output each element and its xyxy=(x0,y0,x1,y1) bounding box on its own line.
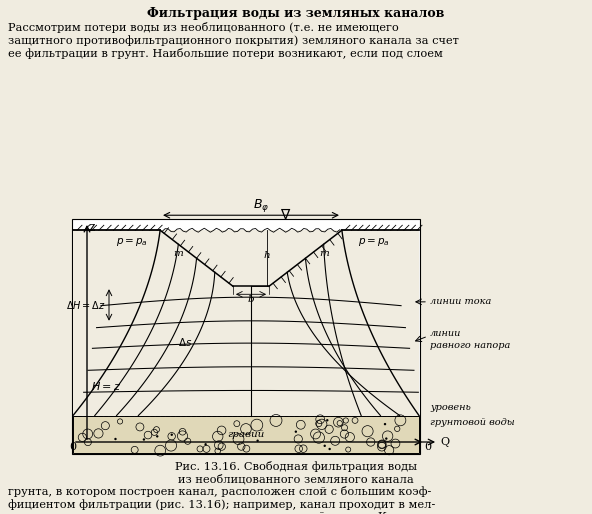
Text: m: m xyxy=(319,249,329,258)
Text: защитного противофильтрационного покрытия) земляного канала за счет: защитного противофильтрационного покрыти… xyxy=(8,35,459,46)
Circle shape xyxy=(323,445,326,447)
Text: $p = p_a$: $p = p_a$ xyxy=(116,236,148,248)
Circle shape xyxy=(143,438,145,440)
Text: $B_\varphi$: $B_\varphi$ xyxy=(253,197,269,214)
Text: 0: 0 xyxy=(69,442,76,452)
Circle shape xyxy=(156,435,159,437)
Text: $p = p_a$: $p = p_a$ xyxy=(358,236,390,248)
Circle shape xyxy=(385,437,388,440)
Text: козернистом песке, а под слоем песка имеется слой гравия. Кроме того,: козернистом песке, а под слоем песка име… xyxy=(8,512,450,514)
Text: линии тока: линии тока xyxy=(430,298,491,306)
Circle shape xyxy=(114,438,117,440)
Circle shape xyxy=(256,439,259,442)
Text: Q: Q xyxy=(440,437,449,447)
Circle shape xyxy=(384,423,386,425)
Bar xyxy=(73,230,419,415)
Text: h: h xyxy=(263,251,269,260)
Text: 0: 0 xyxy=(424,442,431,452)
Text: гравий: гравий xyxy=(227,430,265,439)
Bar xyxy=(72,219,420,454)
Circle shape xyxy=(326,419,329,421)
Circle shape xyxy=(329,448,331,450)
Text: Рис. 13.16. Свободная фильтрация воды: Рис. 13.16. Свободная фильтрация воды xyxy=(175,461,417,472)
Circle shape xyxy=(170,433,173,436)
Text: $H = z$: $H = z$ xyxy=(91,380,121,392)
Text: $\nabla$: $\nabla$ xyxy=(281,207,292,222)
Text: из необлицованного земляного канала: из необлицованного земляного канала xyxy=(178,474,414,485)
Text: фициентом фильтрации (рис. 13.16); например, канал проходит в мел-: фициентом фильтрации (рис. 13.16); напри… xyxy=(8,499,435,510)
Bar xyxy=(73,415,419,453)
Text: грунта, в котором построен канал, расположен слой с большим коэф-: грунта, в котором построен канал, распол… xyxy=(8,486,432,497)
Text: равного напора: равного напора xyxy=(430,341,510,350)
Text: z: z xyxy=(89,221,95,234)
Text: Фильтрация воды из земляных каналов: Фильтрация воды из земляных каналов xyxy=(147,7,445,20)
Text: m: m xyxy=(173,249,183,258)
Text: Рассмотрим потери воды из необлицованного (т.е. не имеющего: Рассмотрим потери воды из необлицованног… xyxy=(8,22,399,33)
Circle shape xyxy=(295,430,297,433)
Text: грунтовой воды: грунтовой воды xyxy=(430,417,515,427)
Text: $\Delta s$: $\Delta s$ xyxy=(178,336,192,348)
Text: линии: линии xyxy=(430,328,461,338)
Text: $\Delta H = \Delta z$: $\Delta H = \Delta z$ xyxy=(66,299,106,311)
Circle shape xyxy=(204,443,207,446)
Text: b: b xyxy=(247,295,255,304)
Text: уровень: уровень xyxy=(430,402,471,412)
Text: ее фильтрации в грунт. Наибольшие потери возникают, если под слоем: ее фильтрации в грунт. Наибольшие потери… xyxy=(8,48,443,59)
